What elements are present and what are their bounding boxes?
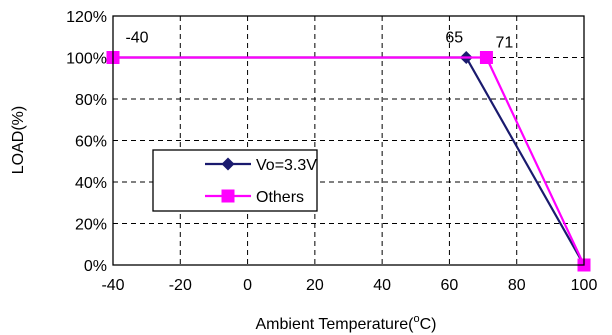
legend-marker: [221, 189, 235, 203]
point-label: -40: [125, 30, 148, 47]
x-axis-title-open: (: [408, 316, 414, 333]
tick-labels: -40 -20 0 20 40 60 80 100 0% 20% 40% 60% 80% 100% 120%: [66, 9, 597, 294]
legend-item: Others: [205, 189, 304, 206]
x-tick-label: 100: [571, 277, 598, 294]
x-axis-title: Ambient Temperature(oC): [255, 313, 436, 333]
x-tick-label: 80: [508, 277, 526, 294]
legend: Vo=3.3V Others: [152, 149, 318, 212]
y-tick-label: 60%: [75, 134, 107, 151]
legend-marker: [221, 157, 235, 171]
point-label: 65: [445, 30, 463, 47]
series-2: [106, 51, 591, 272]
x-tick-label: 0: [243, 277, 252, 294]
point-label: 71: [496, 35, 514, 52]
legend-label: Others: [256, 189, 304, 206]
y-tick-label: 80%: [75, 92, 107, 109]
x-axis-title-unit: C): [420, 316, 437, 333]
x-axis-title-main: Ambient Temperature: [255, 316, 408, 333]
point-annotations: -40 65 71: [125, 30, 513, 52]
legend-box: [152, 149, 318, 212]
y-tick-label: 100%: [66, 51, 107, 68]
x-tick-label: -40: [101, 277, 124, 294]
y-tick-label: 20%: [75, 217, 107, 234]
plot-frame: [112, 15, 585, 266]
x-tick-label: 40: [373, 277, 391, 294]
x-tick-label: -20: [169, 277, 192, 294]
y-tick-label: 0%: [84, 258, 107, 275]
legend-label: Vo=3.3V: [256, 157, 317, 174]
y-axis-title: LOAD(%): [10, 106, 27, 174]
y-tick-label: 40%: [75, 175, 107, 192]
x-axis-title-degree: o: [413, 313, 419, 325]
y-tick-label: 120%: [66, 9, 107, 26]
legend-item: Vo=3.3V: [205, 157, 317, 174]
series-layer: [106, 51, 591, 272]
x-tick-label: 60: [441, 277, 459, 294]
x-tick-label: 20: [306, 277, 324, 294]
data-point: [479, 51, 493, 64]
